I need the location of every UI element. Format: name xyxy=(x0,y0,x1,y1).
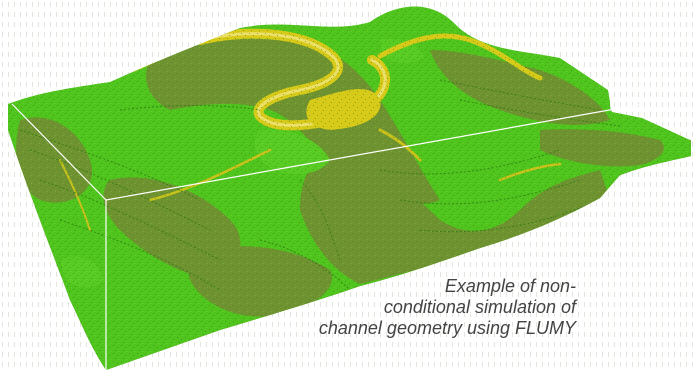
bounding-box-edges xyxy=(11,103,644,370)
caption-line-3: channel geometry using FLUMY xyxy=(318,318,576,338)
caption-line-1: Example of non- xyxy=(444,276,576,296)
caption-line-2: conditional simulation of xyxy=(383,297,576,317)
figure-caption: Example of non- conditional simulation o… xyxy=(216,276,576,339)
